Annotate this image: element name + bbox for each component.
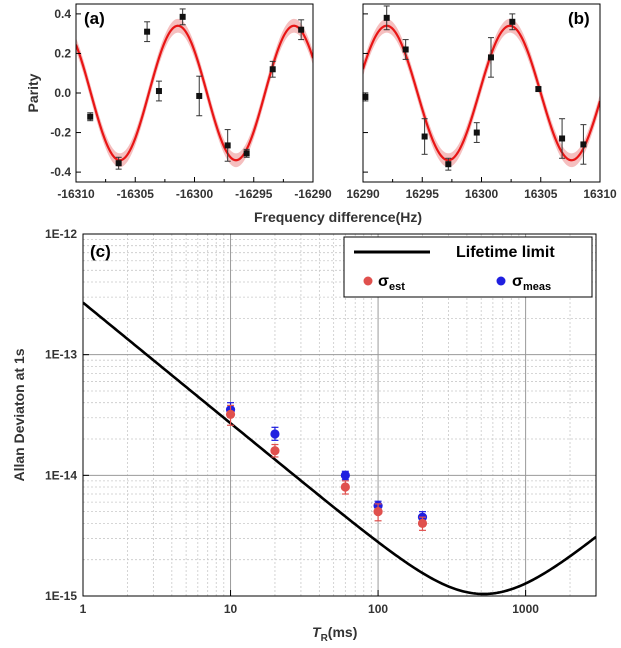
legend-est-sigma: σ (378, 273, 389, 290)
b-point-4 (445, 161, 452, 168)
a-point-6 (224, 142, 231, 149)
b-point-5 (473, 129, 480, 136)
a-ytick-label-4: 0.4 (54, 7, 71, 21)
panel-a: -16310 -16305 -16300 -16295 -16290 -0.4 -0.2 0.… (50, 3, 332, 201)
c-xtick-label-3: 1000 (512, 602, 539, 616)
allan-axis-label: Allan Deviaton at 1s (11, 348, 27, 481)
a-point-0 (87, 113, 94, 120)
c-ytick-label-0: 1E-15 (45, 589, 77, 603)
b-point-2 (402, 46, 409, 53)
lifetime-limit-curve (83, 301, 596, 596)
legend-meas-sub: meas (523, 281, 551, 293)
b-xtick-label-4: 16310 (583, 187, 617, 201)
a-fit-band (76, 18, 313, 168)
panel-c: 1 10 100 1000 1E-15 1E-14 1E-13 1E-12 (c) Lifet… (11, 227, 597, 644)
b-point-6 (487, 54, 494, 61)
b-xtick-label-1: 16295 (406, 187, 440, 201)
a-point-1 (115, 160, 122, 167)
a-xtick-label-4: -16290 (294, 187, 332, 201)
c-xtick-label-0: 1 (80, 602, 87, 616)
tr-axis-label: TR(ms) (312, 624, 357, 644)
tr-axis-sub: R (321, 633, 329, 644)
a-point-3 (155, 88, 162, 95)
c-xtick-label-1: 10 (224, 602, 238, 616)
a-fit-line (76, 24, 313, 162)
frequency-axis-label: Frequency difference(Hz) (254, 209, 422, 225)
parity-axis-label: Parity (25, 73, 41, 112)
b-point-7 (509, 18, 516, 25)
a-point-9 (298, 26, 305, 33)
a-xtick-label-0: -16310 (57, 187, 95, 201)
b-point-0 (362, 93, 369, 100)
a-point-7 (243, 150, 250, 157)
a-point-5 (196, 92, 203, 99)
legend: Lifetime limit σest σmeas (343, 236, 593, 298)
c-meas-point-1 (270, 429, 280, 439)
a-point-4 (179, 13, 186, 20)
a-point-8 (269, 66, 276, 73)
legend-lifetime-label: Lifetime limit (456, 244, 555, 261)
legend-est-label: σest (378, 273, 405, 293)
c-xtick-label-2: 100 (368, 602, 388, 616)
c-meas-point-2 (340, 470, 350, 480)
panel-b-label: (b) (568, 9, 590, 28)
c-est-point-0 (225, 409, 236, 419)
a-ytick-label-0: -0.4 (50, 165, 71, 179)
legend-est-sub: est (389, 281, 405, 293)
c-ytick-label-1: 1E-14 (45, 468, 77, 482)
b-xtick-label-0: 16290 (346, 187, 380, 201)
a-xtick-label-2: -16300 (176, 187, 214, 201)
panel-c-label: (c) (90, 242, 111, 261)
b-point-3 (421, 133, 428, 140)
a-xtick-label-1: -16305 (117, 187, 155, 201)
tr-axis-unit: (ms) (328, 624, 358, 640)
c-est-point-1 (270, 446, 280, 456)
panel-c-frame (82, 233, 597, 597)
panel-b: 16290 16295 16300 16305 16310 (b) (346, 3, 617, 201)
b-point-9 (559, 135, 566, 142)
panel-a-label: (a) (84, 9, 105, 28)
legend-meas-sigma: σ (512, 273, 523, 290)
legend-meas-marker (496, 276, 506, 286)
b-fit-line (363, 24, 600, 162)
a-ytick-label-2: 0.0 (54, 86, 71, 100)
tr-axis-T: T (312, 624, 322, 640)
a-ytick-label-1: -0.2 (50, 126, 71, 140)
b-point-8 (535, 86, 542, 93)
c-est-point-2 (340, 482, 350, 492)
c-est-point-3 (373, 507, 383, 517)
c-ytick-label-2: 1E-13 (45, 348, 77, 362)
b-fit-band (363, 18, 600, 168)
legend-meas-label: σmeas (512, 273, 551, 293)
a-point-2 (144, 28, 151, 35)
b-point-10 (580, 141, 587, 148)
b-point-1 (383, 14, 390, 21)
c-ytick-label-3: 1E-12 (45, 227, 77, 241)
legend-box (343, 236, 593, 298)
c-est-point-4 (417, 518, 428, 528)
b-xtick-label-3: 16305 (524, 187, 558, 201)
legend-est-marker (363, 276, 373, 286)
b-xtick-label-2: 16300 (465, 187, 499, 201)
a-xtick-label-3: -16295 (235, 187, 273, 201)
a-ytick-label-3: 0.2 (54, 46, 71, 60)
